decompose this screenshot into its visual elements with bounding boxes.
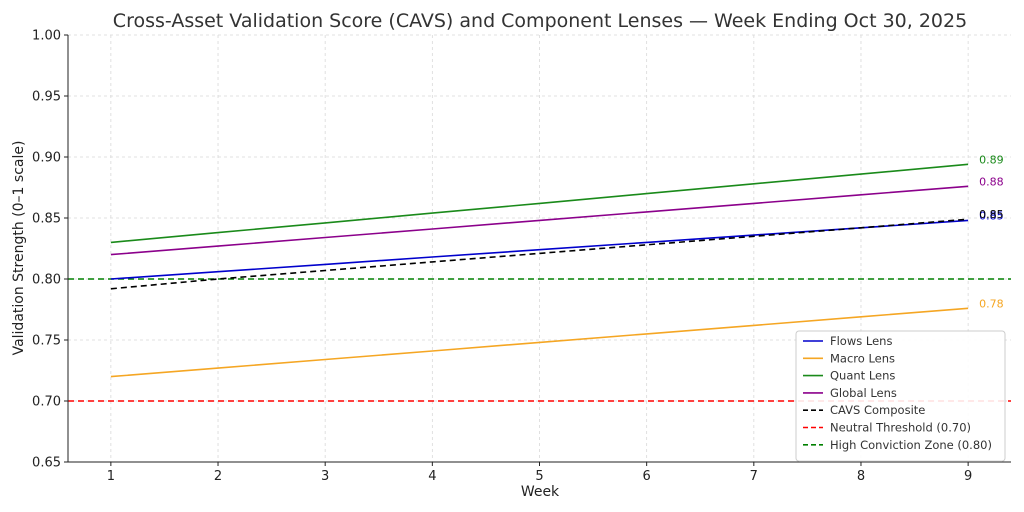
x-tick-label: 5 (535, 469, 543, 484)
legend-item-label: Flows Lens (830, 334, 892, 348)
legend-item-label: Quant Lens (830, 369, 895, 383)
end-value-label: 0.78 (979, 297, 1004, 310)
x-tick-label: 9 (964, 469, 972, 484)
y-tick-label: 0.90 (32, 151, 61, 166)
legend-item-label: Neutral Threshold (0.70) (830, 421, 971, 435)
x-tick-label: 7 (750, 469, 758, 484)
y-tick-label: 0.85 (32, 212, 61, 227)
y-tick-label: 0.65 (32, 456, 61, 471)
legend-item-label: Macro Lens (830, 351, 895, 365)
series-lines (110, 163, 969, 378)
end-value-label: 0.88 (979, 175, 1004, 188)
legend-item-label: CAVS Composite (830, 403, 925, 417)
y-tick-label: 0.80 (32, 273, 61, 288)
chart-title: Cross-Asset Validation Score (CAVS) and … (113, 10, 967, 32)
legend: Flows Lens Macro Lens Quant Lens Global Len… (795, 330, 1006, 462)
series-line (110, 185, 969, 256)
end-value-label: 0.85 (979, 208, 1004, 221)
end-labels: 0.850.780.890.880.85 (979, 153, 1004, 310)
x-tick-label: 1 (107, 469, 115, 484)
x-tick-label: 6 (643, 469, 651, 484)
series-line (110, 218, 969, 290)
y-tick-label: 0.70 (32, 395, 61, 410)
y-tick-label: 0.95 (32, 90, 61, 105)
series-line (110, 219, 969, 280)
series-line (110, 307, 969, 378)
legend-item-label: Global Lens (830, 386, 897, 400)
axes: 0.65 0.70 0.75 0.80 0.85 0.90 0.95 1.00 1 2 3 4 5 6 7 8… (32, 29, 1011, 484)
series-line (110, 163, 969, 244)
end-value-label: 0.85 (979, 209, 1004, 222)
x-tick-label: 8 (857, 469, 865, 484)
legend-item-label: High Conviction Zone (0.80) (830, 438, 992, 452)
x-tick-label: 4 (428, 469, 436, 484)
x-tick-label: 3 (321, 469, 329, 484)
y-axis-label: Validation Strength (0–1 scale) (11, 141, 27, 356)
y-tick-label: 1.00 (32, 29, 61, 44)
end-value-label: 0.89 (979, 153, 1004, 166)
legend-box (795, 330, 1006, 462)
x-tick-label: 2 (214, 469, 222, 484)
x-axis-label: Week (521, 484, 560, 500)
y-tick-label: 0.75 (32, 334, 61, 349)
